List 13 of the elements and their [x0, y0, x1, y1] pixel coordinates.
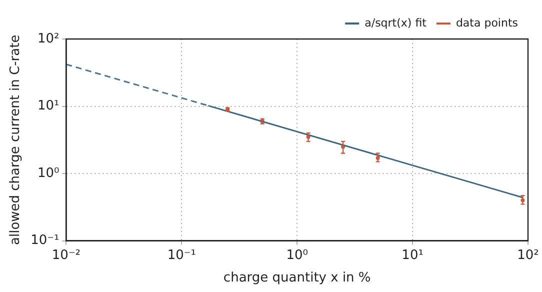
- legend-label: data points: [456, 16, 518, 30]
- y-tick-label: 10²: [37, 31, 60, 46]
- y-tick-label: 10¹: [37, 98, 60, 114]
- y-tick-label: 10⁻¹: [30, 233, 60, 248]
- x-tick-label: 10⁰: [286, 248, 308, 263]
- x-tick-label: 10⁻¹: [167, 248, 196, 263]
- y-tick-label: 10⁰: [37, 166, 60, 181]
- y-axis-title: allowed charge current in C-rate: [8, 34, 24, 245]
- legend-label: a/sqrt(x) fit: [364, 16, 428, 30]
- x-axis-title: charge quantity x in %: [223, 270, 371, 286]
- x-tick-label: 10¹: [402, 248, 424, 263]
- x-tick-label: 10⁻²: [52, 248, 81, 263]
- x-tick-label: 10²: [517, 248, 539, 263]
